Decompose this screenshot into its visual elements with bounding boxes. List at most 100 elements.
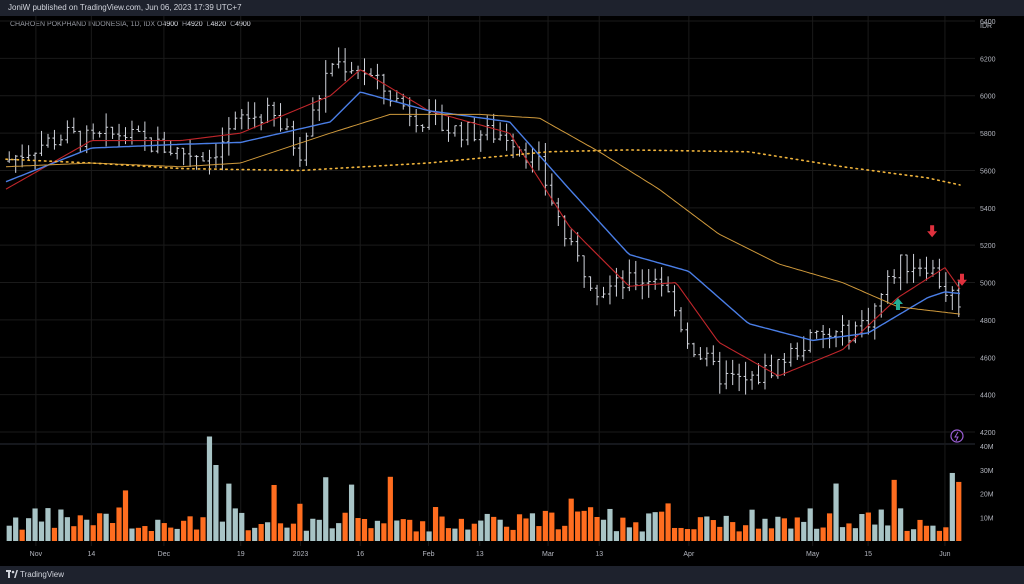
volume-bar bbox=[536, 526, 542, 541]
ohlc-bar bbox=[97, 131, 102, 138]
volume-bar bbox=[187, 516, 193, 541]
ohlc-bar bbox=[575, 232, 580, 262]
volume-bar bbox=[200, 517, 206, 541]
volume-bar bbox=[310, 518, 316, 541]
volume-bar bbox=[600, 519, 607, 541]
ohlc-bar bbox=[762, 353, 767, 390]
ohlc-bar bbox=[905, 254, 910, 284]
volume-bar bbox=[529, 513, 536, 541]
volume-bar bbox=[103, 513, 109, 541]
ohlc-bar bbox=[679, 307, 684, 333]
volume-bar bbox=[26, 518, 32, 541]
ohlc-bar bbox=[381, 73, 386, 105]
volume-bar bbox=[859, 514, 865, 541]
ohlc-bar bbox=[181, 147, 186, 166]
ohlc-bar bbox=[297, 137, 302, 167]
close-label: C bbox=[230, 21, 236, 28]
ohlc-bar bbox=[737, 363, 742, 392]
ohlc-bar bbox=[414, 109, 419, 133]
ohlc-bar bbox=[459, 121, 464, 148]
ohlc-bar bbox=[310, 97, 315, 137]
ohlc-bar bbox=[730, 359, 735, 386]
price-chart[interactable]: IDR 6400 6200 6000 5800 5600 5400 5200 5000 4800… bbox=[0, 16, 1024, 566]
volume-bar bbox=[32, 508, 38, 541]
volume-bar bbox=[64, 517, 70, 541]
volume-bar bbox=[245, 530, 251, 541]
ohlc-bar bbox=[52, 129, 57, 150]
time-tick-label: May bbox=[806, 551, 820, 558]
volume-bar bbox=[316, 519, 322, 541]
time-axis[interactable]: Nov 14 Dec 19 2023 16 Feb 13 Mar 13 Apr May 15 Jun bbox=[30, 551, 951, 558]
ohlc-bar bbox=[155, 126, 160, 154]
ohlc-bar bbox=[420, 124, 425, 132]
ohlc-bar bbox=[220, 127, 225, 171]
ohlc-bar bbox=[291, 120, 296, 156]
volume-bar bbox=[594, 516, 600, 541]
ohlc-bar bbox=[614, 267, 619, 297]
volume-bar bbox=[949, 472, 955, 541]
volume-bar bbox=[826, 513, 833, 541]
ohlc-bar bbox=[504, 123, 509, 151]
time-tick-label: Nov bbox=[30, 551, 43, 558]
ohlc-bar bbox=[814, 330, 819, 339]
volume-bar bbox=[639, 531, 645, 541]
volume-bar bbox=[665, 503, 671, 541]
volume-bar bbox=[97, 513, 103, 541]
volume-bar bbox=[297, 503, 303, 541]
open-value: 4900 bbox=[162, 21, 179, 28]
volume-bar bbox=[368, 528, 374, 541]
volume-bar bbox=[781, 518, 787, 541]
open-label: O bbox=[157, 21, 163, 28]
ohlc-bar bbox=[45, 133, 50, 148]
volume-bar bbox=[678, 527, 684, 541]
price-axis[interactable]: IDR 6400 6200 6000 5800 5600 5400 5200 5000 4800… bbox=[980, 19, 996, 437]
ohlc-bar bbox=[252, 102, 257, 129]
ohlc-bar bbox=[233, 111, 238, 130]
volume-bar bbox=[329, 528, 335, 541]
volume-bar bbox=[930, 525, 936, 541]
ohlc-bar bbox=[640, 269, 645, 300]
ohlc-bar bbox=[801, 336, 806, 362]
ohlc-bar bbox=[349, 61, 354, 74]
lightning-icon[interactable] bbox=[950, 429, 964, 443]
ohlc-bar bbox=[368, 68, 373, 77]
ohlc-bar bbox=[246, 101, 251, 130]
volume-bar bbox=[303, 530, 309, 541]
volume-bar bbox=[135, 527, 142, 541]
ohlc-bar bbox=[711, 345, 716, 366]
ohlc-bar bbox=[646, 269, 651, 298]
sell-arrow-icon bbox=[957, 273, 967, 286]
volume-bar bbox=[736, 531, 742, 541]
ohlc-bar bbox=[717, 351, 722, 394]
volume-bar bbox=[161, 523, 167, 541]
volume-bar bbox=[38, 521, 45, 541]
ohlc-bar bbox=[588, 276, 593, 291]
volume-bar bbox=[374, 520, 381, 541]
volume-bar bbox=[497, 519, 503, 541]
volume-bar bbox=[252, 527, 258, 541]
volume-bar bbox=[587, 507, 594, 541]
ohlc-bars bbox=[7, 47, 961, 395]
ohlc-bar bbox=[866, 307, 871, 335]
volume-bar bbox=[348, 484, 355, 541]
currency-label: IDR bbox=[980, 23, 992, 30]
volume-bar bbox=[84, 519, 90, 541]
volume-bar bbox=[284, 527, 290, 541]
ohlc-bar bbox=[452, 125, 457, 137]
ohlc-bar bbox=[885, 270, 890, 304]
ohlc-bar bbox=[834, 330, 839, 348]
ohlc-bar bbox=[162, 131, 167, 154]
volume-bar bbox=[271, 484, 277, 541]
low-value: 4820 bbox=[210, 21, 227, 28]
price-tick-label: 6000 bbox=[980, 94, 996, 101]
volume-bar bbox=[232, 508, 238, 541]
volume-bar bbox=[510, 529, 516, 541]
ohlc-bar bbox=[104, 113, 109, 147]
volume-bar bbox=[865, 512, 871, 541]
price-tick-label: 4200 bbox=[980, 430, 996, 437]
volume-bar bbox=[445, 528, 452, 541]
ohlc-bar bbox=[782, 353, 787, 376]
time-tick-label: 13 bbox=[595, 551, 603, 558]
volume-bar bbox=[90, 525, 96, 541]
volume-bar bbox=[523, 518, 529, 541]
